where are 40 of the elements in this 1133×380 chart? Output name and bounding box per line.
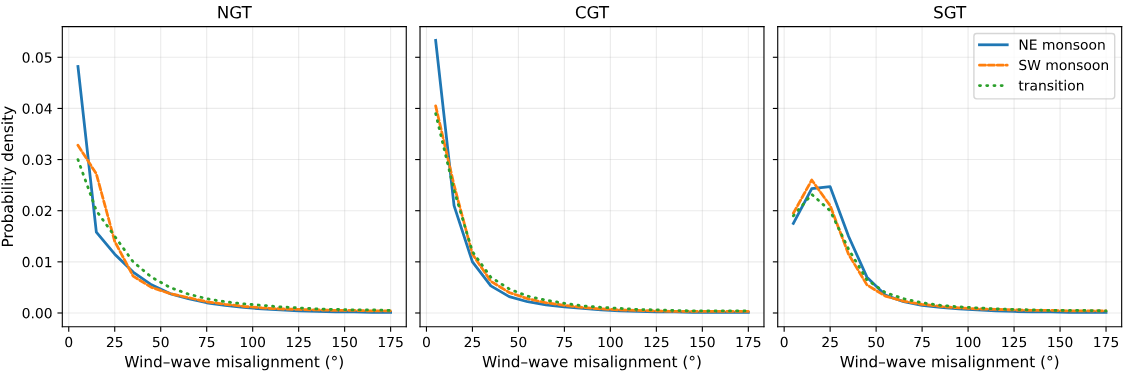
chart-title: CGT [575, 5, 610, 19]
x-tick-label: 125 [286, 336, 311, 348]
x-tick-label: 50 [152, 336, 169, 348]
x-tick-label: 100 [598, 336, 623, 348]
x-tick-label: 50 [510, 336, 527, 348]
x-axis-title: Wind–wave misalignment (°) [840, 355, 1059, 371]
x-tick-label: 75 [556, 336, 573, 348]
x-tick-label: 100 [956, 336, 981, 348]
x-tick-label: 25 [822, 336, 838, 348]
x-tick-label: 75 [199, 336, 215, 348]
x-tick-label: 125 [644, 336, 669, 348]
x-tick-label: 175 [736, 336, 761, 348]
legend-label: NE monsoon [1019, 39, 1105, 50]
chart-title: NGT [218, 5, 252, 19]
x-axis-title: Wind–wave misalignment (°) [482, 355, 701, 371]
y-axis-title: Probability density [1, 106, 17, 247]
y-tick-label: 0.01 [22, 256, 52, 268]
x-tick-label: 25 [106, 336, 123, 348]
y-tick-label: 0.03 [22, 154, 52, 166]
y-tick-label: 0.02 [22, 205, 52, 217]
x-tick-label: 50 [868, 336, 885, 348]
x-tick-label: 175 [1094, 336, 1119, 348]
chart-title: SGT [934, 5, 967, 19]
x-tick-label: 75 [914, 336, 930, 348]
legend-label: SW monsoon [1019, 59, 1108, 71]
x-tick-label: 150 [1048, 336, 1073, 348]
x-tick-label: 125 [1002, 336, 1027, 348]
y-tick-label: 0.05 [22, 52, 52, 63]
legend-label: transition [1018, 79, 1084, 91]
y-tick-label: 0.00 [22, 307, 52, 319]
x-tick-label: 25 [464, 336, 481, 348]
x-tick-label: 0 [65, 336, 73, 348]
x-tick-label: 100 [240, 336, 266, 348]
x-tick-label: 175 [378, 336, 403, 348]
x-tick-label: 150 [690, 336, 715, 348]
x-tick-label: 0 [780, 336, 788, 348]
x-axis-title: Wind–wave misalignment (°) [124, 355, 343, 371]
y-tick-label: 0.04 [22, 103, 52, 114]
x-tick-label: 150 [332, 336, 357, 348]
x-tick-label: 0 [422, 336, 430, 348]
